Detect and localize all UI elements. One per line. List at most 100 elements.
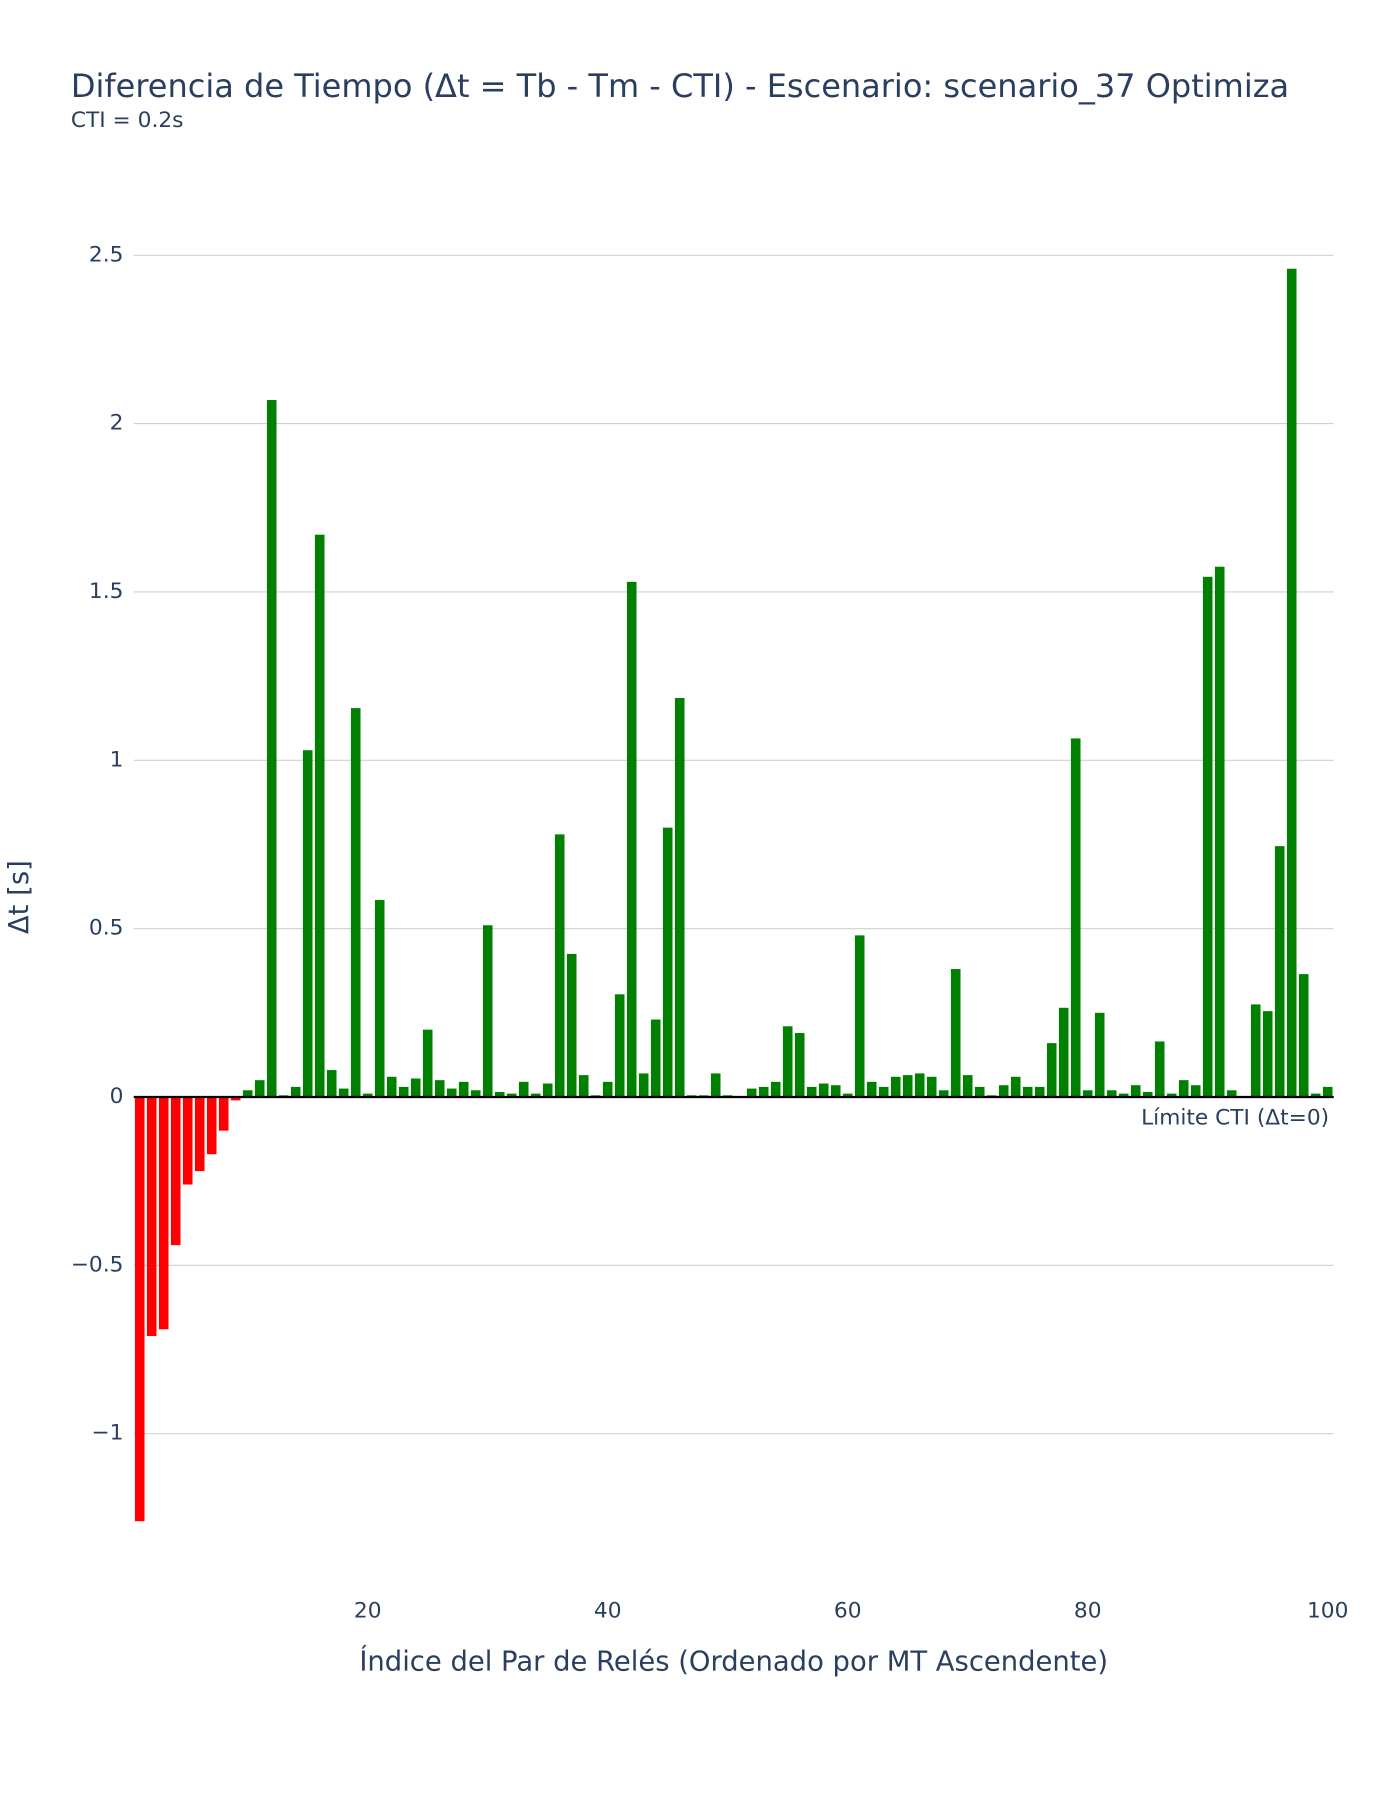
x-tick-label: 20	[354, 1598, 382, 1623]
bar	[518, 1081, 529, 1097]
bar	[614, 994, 625, 1097]
bar	[758, 1086, 769, 1097]
bar	[1166, 1093, 1177, 1097]
bar	[638, 1073, 649, 1097]
bar	[926, 1076, 937, 1097]
y-tick-label: 1.5	[89, 579, 124, 604]
bar	[422, 1029, 433, 1097]
bar	[842, 1093, 853, 1097]
bar	[782, 1026, 793, 1097]
bar	[1034, 1086, 1045, 1097]
bar	[962, 1075, 973, 1097]
chart-subtitle: CTI = 0.2s	[71, 108, 184, 133]
bar	[350, 708, 361, 1097]
bar	[902, 1075, 913, 1097]
bar	[914, 1073, 925, 1097]
bar	[230, 1096, 241, 1101]
y-tick-label: 0	[110, 1084, 124, 1109]
bar	[974, 1086, 985, 1097]
x-tick-label: 60	[834, 1598, 862, 1623]
bar	[650, 1019, 661, 1097]
bar	[1106, 1090, 1117, 1097]
bar	[662, 827, 673, 1097]
bar	[1190, 1085, 1201, 1097]
bar	[998, 1085, 1009, 1097]
bar	[134, 1096, 145, 1522]
x-tick-label: 100	[1307, 1598, 1348, 1623]
bar	[1202, 576, 1213, 1097]
bar	[494, 1091, 505, 1097]
bar	[1322, 1086, 1333, 1097]
bar	[542, 1083, 553, 1097]
bar	[674, 698, 685, 1097]
x-tick-label: 40	[594, 1598, 622, 1623]
chart-title: Diferencia de Tiempo (Δt = Tb - Tm - CTI…	[71, 67, 1289, 105]
bar	[374, 900, 385, 1097]
bar	[890, 1076, 901, 1097]
bar	[1298, 974, 1309, 1097]
bar	[170, 1096, 181, 1246]
bar	[830, 1085, 841, 1097]
bar	[218, 1096, 229, 1131]
bar	[410, 1078, 421, 1097]
y-tick-label: 1	[110, 747, 124, 772]
bar	[866, 1081, 877, 1097]
bar	[530, 1093, 541, 1097]
bar	[626, 581, 637, 1097]
bar	[242, 1090, 253, 1097]
bar	[602, 1081, 613, 1097]
bar	[1046, 1043, 1057, 1097]
y-tick-label: −1	[91, 1421, 123, 1446]
bar	[578, 1075, 589, 1097]
bar	[194, 1096, 205, 1172]
bar	[1130, 1085, 1141, 1097]
bar	[482, 925, 493, 1097]
bar	[794, 1033, 805, 1097]
bar	[1118, 1093, 1129, 1097]
bar	[1214, 566, 1225, 1097]
bar	[386, 1076, 397, 1097]
bar	[1154, 1041, 1165, 1097]
bar	[746, 1088, 757, 1097]
bar	[566, 953, 577, 1097]
bar	[1010, 1076, 1021, 1097]
bar	[1274, 846, 1285, 1097]
y-tick-label: 2	[110, 411, 124, 436]
bar	[362, 1093, 373, 1097]
bar	[1058, 1007, 1069, 1097]
bar	[182, 1096, 193, 1185]
bar	[818, 1083, 829, 1097]
bar	[146, 1096, 157, 1337]
x-tick-label: 80	[1074, 1598, 1102, 1623]
bar	[290, 1086, 301, 1097]
bar	[878, 1086, 889, 1097]
bar	[854, 935, 865, 1097]
bar	[770, 1081, 781, 1097]
bar	[254, 1080, 265, 1097]
y-tick-label: 2.5	[89, 242, 124, 267]
bar	[506, 1093, 517, 1097]
bar	[1070, 738, 1081, 1097]
bar	[338, 1088, 349, 1097]
bar	[470, 1090, 481, 1097]
bar	[314, 534, 325, 1097]
bar	[1082, 1090, 1093, 1097]
bar	[302, 750, 313, 1097]
bar	[710, 1073, 721, 1097]
bar	[554, 834, 565, 1097]
bar	[1022, 1086, 1033, 1097]
bar	[1094, 1012, 1105, 1097]
bar	[1178, 1080, 1189, 1097]
reference-label: Límite CTI (Δt=0)	[1141, 1106, 1329, 1131]
bar	[326, 1070, 337, 1097]
bar	[1226, 1090, 1237, 1097]
x-axis-title: Índice del Par de Relés (Ordenado por MT…	[359, 1645, 1108, 1677]
y-axis-title: Δt [s]	[4, 860, 35, 934]
bar	[206, 1096, 217, 1155]
bar	[434, 1080, 445, 1097]
bar	[398, 1086, 409, 1097]
y-tick-label: 0.5	[89, 916, 124, 941]
bar	[1286, 268, 1297, 1097]
bar	[1262, 1011, 1273, 1097]
